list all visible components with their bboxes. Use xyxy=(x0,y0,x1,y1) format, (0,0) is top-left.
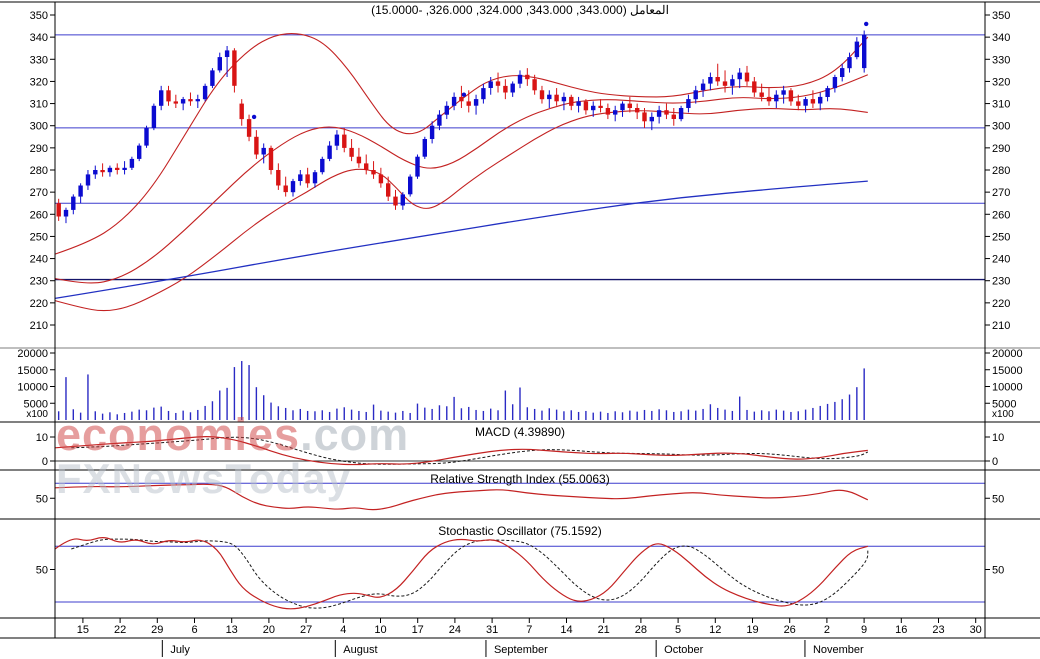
svg-text:320: 320 xyxy=(992,76,1010,88)
svg-text:270: 270 xyxy=(30,187,48,199)
svg-text:November: November xyxy=(813,644,864,656)
svg-text:0: 0 xyxy=(992,456,998,468)
date-axis: 15 22 29 6 13 20 27 4 10 17 24 31 7 14 21 28 5 12 19 26 2 9 16… xyxy=(77,618,982,657)
svg-text:310: 310 xyxy=(30,99,48,111)
svg-text:20: 20 xyxy=(263,624,275,636)
svg-text:21: 21 xyxy=(598,624,610,636)
svg-text:July: July xyxy=(170,644,190,656)
svg-text:300: 300 xyxy=(30,121,48,133)
svg-text:12: 12 xyxy=(709,624,721,636)
svg-text:October: October xyxy=(664,644,703,656)
svg-text:230: 230 xyxy=(30,276,48,288)
svg-text:50: 50 xyxy=(992,493,1004,505)
svg-text:September: September xyxy=(494,644,548,656)
svg-text:19: 19 xyxy=(746,624,758,636)
svg-text:340: 340 xyxy=(992,32,1010,44)
svg-text:5: 5 xyxy=(675,624,681,636)
svg-text:250: 250 xyxy=(30,231,48,243)
event-dots xyxy=(251,21,869,120)
svg-text:14: 14 xyxy=(560,624,572,636)
svg-text:350: 350 xyxy=(30,10,48,22)
svg-text:220: 220 xyxy=(30,298,48,310)
svg-text:310: 310 xyxy=(992,99,1010,111)
svg-text:15: 15 xyxy=(77,624,89,636)
svg-text:24: 24 xyxy=(449,624,461,636)
svg-text:270: 270 xyxy=(992,187,1010,199)
price-support-resistance-lines xyxy=(55,34,985,281)
svg-text:5000: 5000 xyxy=(992,398,1016,410)
svg-text:17: 17 xyxy=(412,624,424,636)
svg-text:300: 300 xyxy=(992,121,1010,133)
svg-text:2: 2 xyxy=(824,624,830,636)
svg-text:7: 7 xyxy=(526,624,532,636)
svg-text:26: 26 xyxy=(784,624,796,636)
svg-text:230: 230 xyxy=(992,276,1010,288)
svg-text:15000: 15000 xyxy=(17,365,48,377)
volume-bars xyxy=(57,361,865,420)
svg-text:10: 10 xyxy=(992,432,1004,444)
svg-text:9: 9 xyxy=(861,624,867,636)
svg-text:240: 240 xyxy=(992,254,1010,266)
svg-text:22: 22 xyxy=(114,624,126,636)
svg-text:23: 23 xyxy=(932,624,944,636)
svg-text:50: 50 xyxy=(36,493,48,505)
svg-text:210: 210 xyxy=(992,320,1010,332)
svg-text:280: 280 xyxy=(992,165,1010,177)
svg-text:340: 340 xyxy=(30,32,48,44)
svg-text:260: 260 xyxy=(30,209,48,221)
svg-text:10: 10 xyxy=(374,624,386,636)
svg-text:28: 28 xyxy=(635,624,647,636)
svg-text:5000: 5000 xyxy=(24,398,48,410)
svg-text:4: 4 xyxy=(340,624,346,636)
svg-text:290: 290 xyxy=(992,143,1010,155)
svg-text:250: 250 xyxy=(992,231,1010,243)
svg-text:50: 50 xyxy=(36,565,48,577)
svg-text:50: 50 xyxy=(992,565,1004,577)
svg-text:13: 13 xyxy=(226,624,238,636)
svg-text:August: August xyxy=(343,644,377,656)
svg-text:210: 210 xyxy=(30,320,48,332)
svg-text:29: 29 xyxy=(151,624,163,636)
svg-text:330: 330 xyxy=(30,54,48,66)
stochastic-plot xyxy=(54,537,985,610)
svg-text:350: 350 xyxy=(992,10,1010,22)
svg-text:16: 16 xyxy=(895,624,907,636)
svg-text:290: 290 xyxy=(30,143,48,155)
svg-text:10: 10 xyxy=(36,432,48,444)
svg-text:320: 320 xyxy=(30,76,48,88)
svg-text:x100: x100 xyxy=(26,409,48,420)
svg-text:10000: 10000 xyxy=(992,382,1023,394)
svg-text:6: 6 xyxy=(191,624,197,636)
svg-text:15000: 15000 xyxy=(992,365,1023,377)
svg-text:280: 280 xyxy=(30,165,48,177)
svg-text:20000: 20000 xyxy=(992,348,1023,360)
panel-borders xyxy=(0,1,1040,639)
svg-text:220: 220 xyxy=(992,298,1010,310)
svg-text:260: 260 xyxy=(992,209,1010,221)
candlesticks xyxy=(56,30,867,224)
svg-text:330: 330 xyxy=(992,54,1010,66)
svg-text:x100: x100 xyxy=(992,409,1014,420)
svg-text:0: 0 xyxy=(42,456,48,468)
svg-text:30: 30 xyxy=(970,624,982,636)
svg-text:31: 31 xyxy=(486,624,498,636)
macd-plot xyxy=(54,436,985,466)
svg-text:27: 27 xyxy=(300,624,312,636)
rsi-plot xyxy=(54,482,985,511)
moving-average-line xyxy=(54,180,868,300)
svg-text:20000: 20000 xyxy=(17,348,48,360)
svg-text:10000: 10000 xyxy=(17,382,48,394)
axis-labels: 350 350 340 340 330 330 320 320 310 310 300 300 290 2… xyxy=(17,10,1022,577)
svg-text:240: 240 xyxy=(30,254,48,266)
